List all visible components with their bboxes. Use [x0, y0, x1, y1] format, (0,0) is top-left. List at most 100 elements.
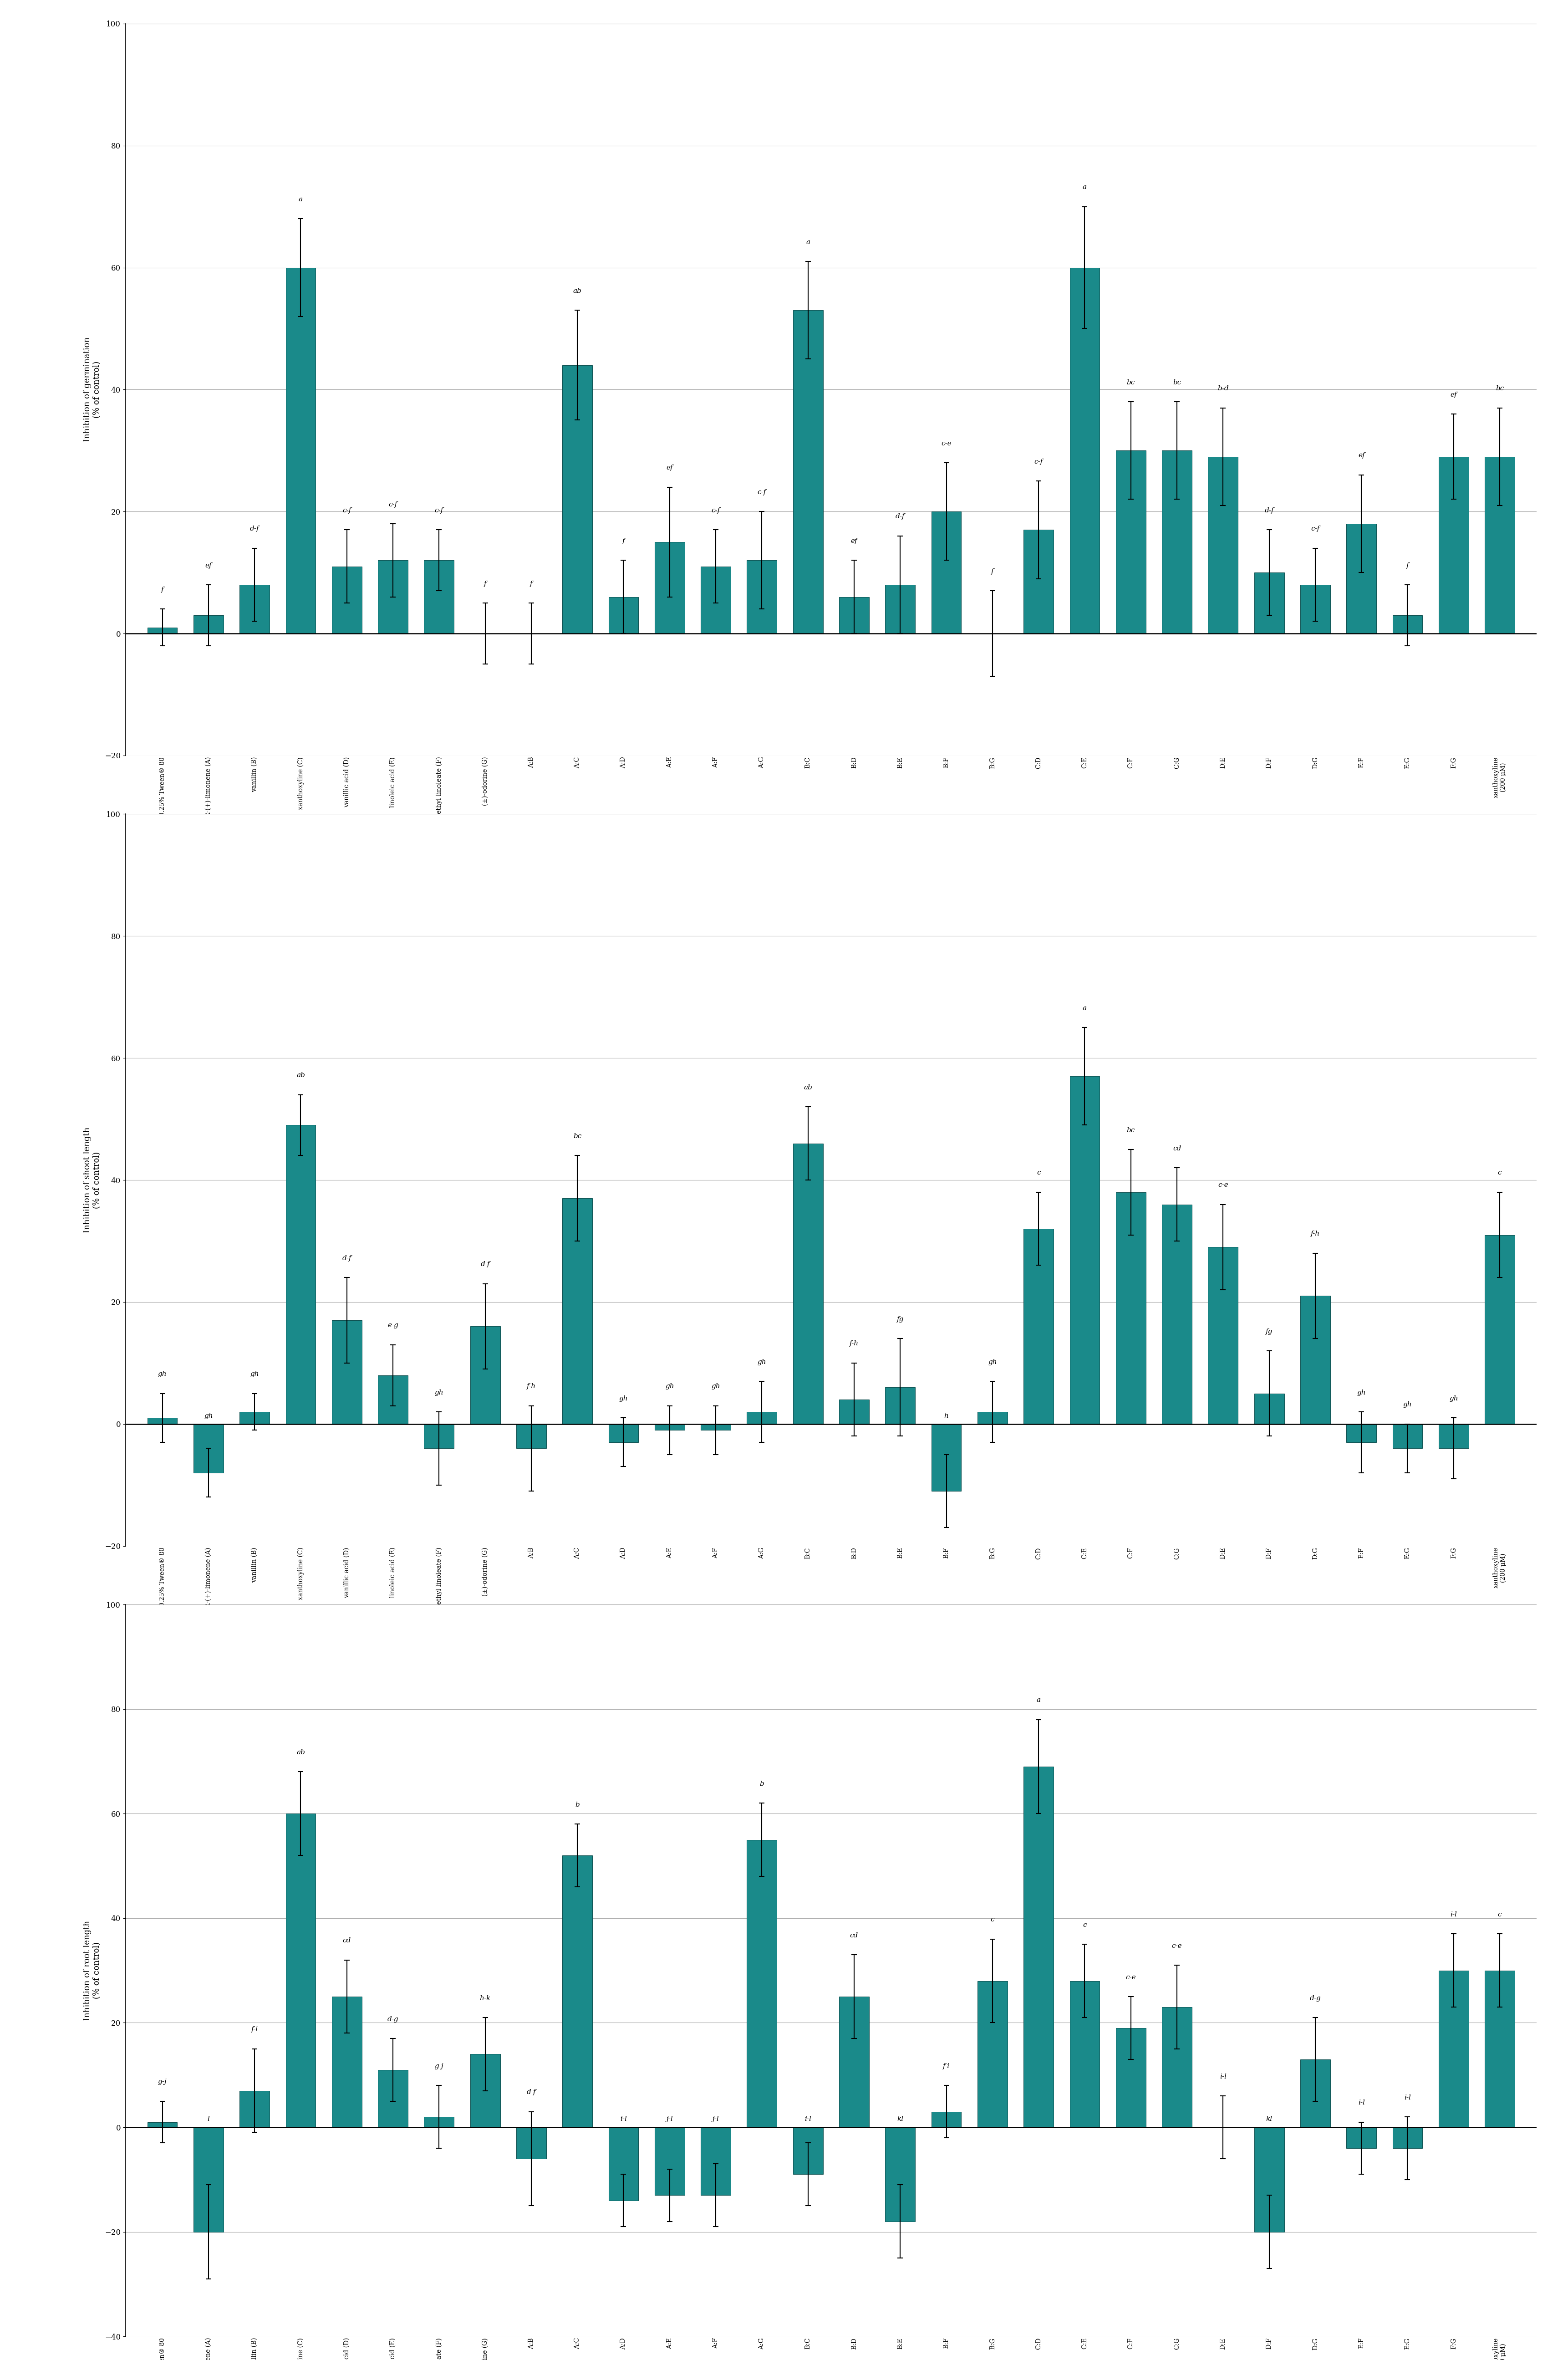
Text: c-f: c-f	[757, 489, 767, 496]
Text: c-e: c-e	[1171, 1942, 1182, 1949]
Text: c-f: c-f	[389, 500, 397, 507]
Text: f-h: f-h	[850, 1340, 859, 1348]
Bar	[470, 1326, 500, 1423]
Bar	[1162, 451, 1192, 632]
Bar	[1069, 1076, 1099, 1423]
Text: h-k: h-k	[480, 1994, 491, 2001]
Text: i-l: i-l	[804, 2117, 811, 2122]
Text: gh: gh	[619, 1395, 627, 1402]
Bar	[746, 1841, 776, 2126]
Text: gh: gh	[757, 1359, 767, 1364]
Bar	[931, 2112, 961, 2126]
Bar	[423, 559, 455, 632]
Bar	[886, 2126, 916, 2221]
Text: d-f: d-f	[342, 1256, 351, 1263]
Bar	[886, 585, 916, 632]
Bar	[147, 1418, 177, 1423]
Bar	[378, 2070, 408, 2126]
Text: ef: ef	[205, 562, 212, 569]
Text: i-l: i-l	[1220, 2074, 1226, 2079]
Text: gh: gh	[1449, 1395, 1458, 1402]
Text: cd: cd	[343, 1938, 351, 1945]
Text: ef: ef	[1450, 392, 1457, 399]
Bar	[1300, 585, 1330, 632]
Bar	[839, 1997, 869, 2126]
Bar	[1485, 455, 1515, 632]
Text: f: f	[530, 581, 533, 588]
Text: gh: gh	[665, 1383, 674, 1390]
Bar	[977, 1411, 1007, 1423]
Text: g-j: g-j	[158, 2079, 166, 2084]
Y-axis label: Inhibition of shoot length
(% of control): Inhibition of shoot length (% of control…	[83, 1128, 100, 1232]
Bar	[655, 2126, 685, 2195]
Bar	[147, 628, 177, 632]
Text: i-l: i-l	[619, 2117, 627, 2122]
Text: bc: bc	[1127, 1128, 1135, 1133]
Bar	[470, 2053, 500, 2126]
Text: d-f: d-f	[895, 514, 905, 519]
Bar	[1024, 1230, 1054, 1423]
Text: f: f	[622, 538, 624, 545]
Bar	[1392, 2126, 1422, 2148]
Text: cd: cd	[1173, 1145, 1181, 1152]
Bar	[1024, 1768, 1054, 2126]
Text: d-f: d-f	[480, 1260, 489, 1267]
Text: h: h	[944, 1414, 949, 1418]
Y-axis label: Inhibition of germination
(% of control): Inhibition of germination (% of control)	[83, 337, 100, 441]
Bar	[886, 1388, 916, 1423]
Bar	[563, 1199, 593, 1423]
Text: Pure allelochemicals and binary mixtures (5:5 ratio) at 400 μM: Pure allelochemicals and binary mixtures…	[662, 961, 953, 968]
Text: bc: bc	[1127, 380, 1135, 385]
Bar	[1024, 531, 1054, 632]
Text: cd: cd	[850, 1933, 858, 1938]
Text: bc: bc	[1496, 385, 1504, 392]
Bar	[285, 1812, 315, 2126]
Bar	[1162, 1204, 1192, 1423]
Bar	[1392, 616, 1422, 632]
Bar	[1207, 1246, 1239, 1423]
Bar	[1162, 2006, 1192, 2126]
Y-axis label: Inhibition of root length
(% of control): Inhibition of root length (% of control)	[83, 1921, 100, 2020]
Text: gh: gh	[434, 1390, 444, 1395]
Text: Pure allelochemicals and binary mixtures (5:5 ratio) at 400 μM: Pure allelochemicals and binary mixtures…	[662, 1751, 953, 1758]
Bar	[608, 2126, 638, 2200]
Text: c-f: c-f	[1035, 458, 1043, 465]
Bar	[1347, 2126, 1377, 2148]
Text: i-l: i-l	[1450, 1912, 1457, 1919]
Text: b-d: b-d	[1217, 385, 1229, 392]
Bar	[1439, 1423, 1469, 1449]
Bar	[1439, 1971, 1469, 2126]
Text: c-e: c-e	[1218, 1182, 1228, 1189]
Text: (B): (B)	[820, 1810, 842, 1820]
Text: a: a	[1036, 1697, 1041, 1704]
Text: f-i: f-i	[251, 2027, 259, 2032]
Bar	[655, 543, 685, 632]
Text: f: f	[162, 588, 163, 592]
Bar	[1116, 2027, 1146, 2126]
Text: b: b	[759, 1782, 764, 1787]
Text: (A): (A)	[822, 1020, 840, 1029]
Bar	[1069, 267, 1099, 632]
Bar	[285, 267, 315, 632]
Bar	[332, 566, 362, 632]
Bar	[1439, 455, 1469, 632]
Text: f: f	[1406, 562, 1408, 569]
Text: f: f	[485, 581, 486, 588]
Bar	[240, 2091, 270, 2126]
Text: gh: gh	[712, 1383, 720, 1390]
Text: j-l: j-l	[712, 2117, 720, 2122]
Bar	[516, 2126, 546, 2159]
Bar	[563, 366, 593, 632]
Bar	[378, 559, 408, 632]
Bar	[793, 2126, 823, 2174]
Bar	[332, 1319, 362, 1423]
Bar	[701, 2126, 731, 2195]
Text: c: c	[1083, 1921, 1087, 1928]
Text: i-l: i-l	[1358, 2100, 1364, 2105]
Text: c-f: c-f	[342, 507, 351, 514]
Bar	[977, 1980, 1007, 2126]
Text: bc: bc	[574, 1133, 582, 1140]
Text: c-e: c-e	[941, 441, 952, 446]
Bar	[655, 1423, 685, 1430]
Text: d-f: d-f	[527, 2089, 536, 2096]
